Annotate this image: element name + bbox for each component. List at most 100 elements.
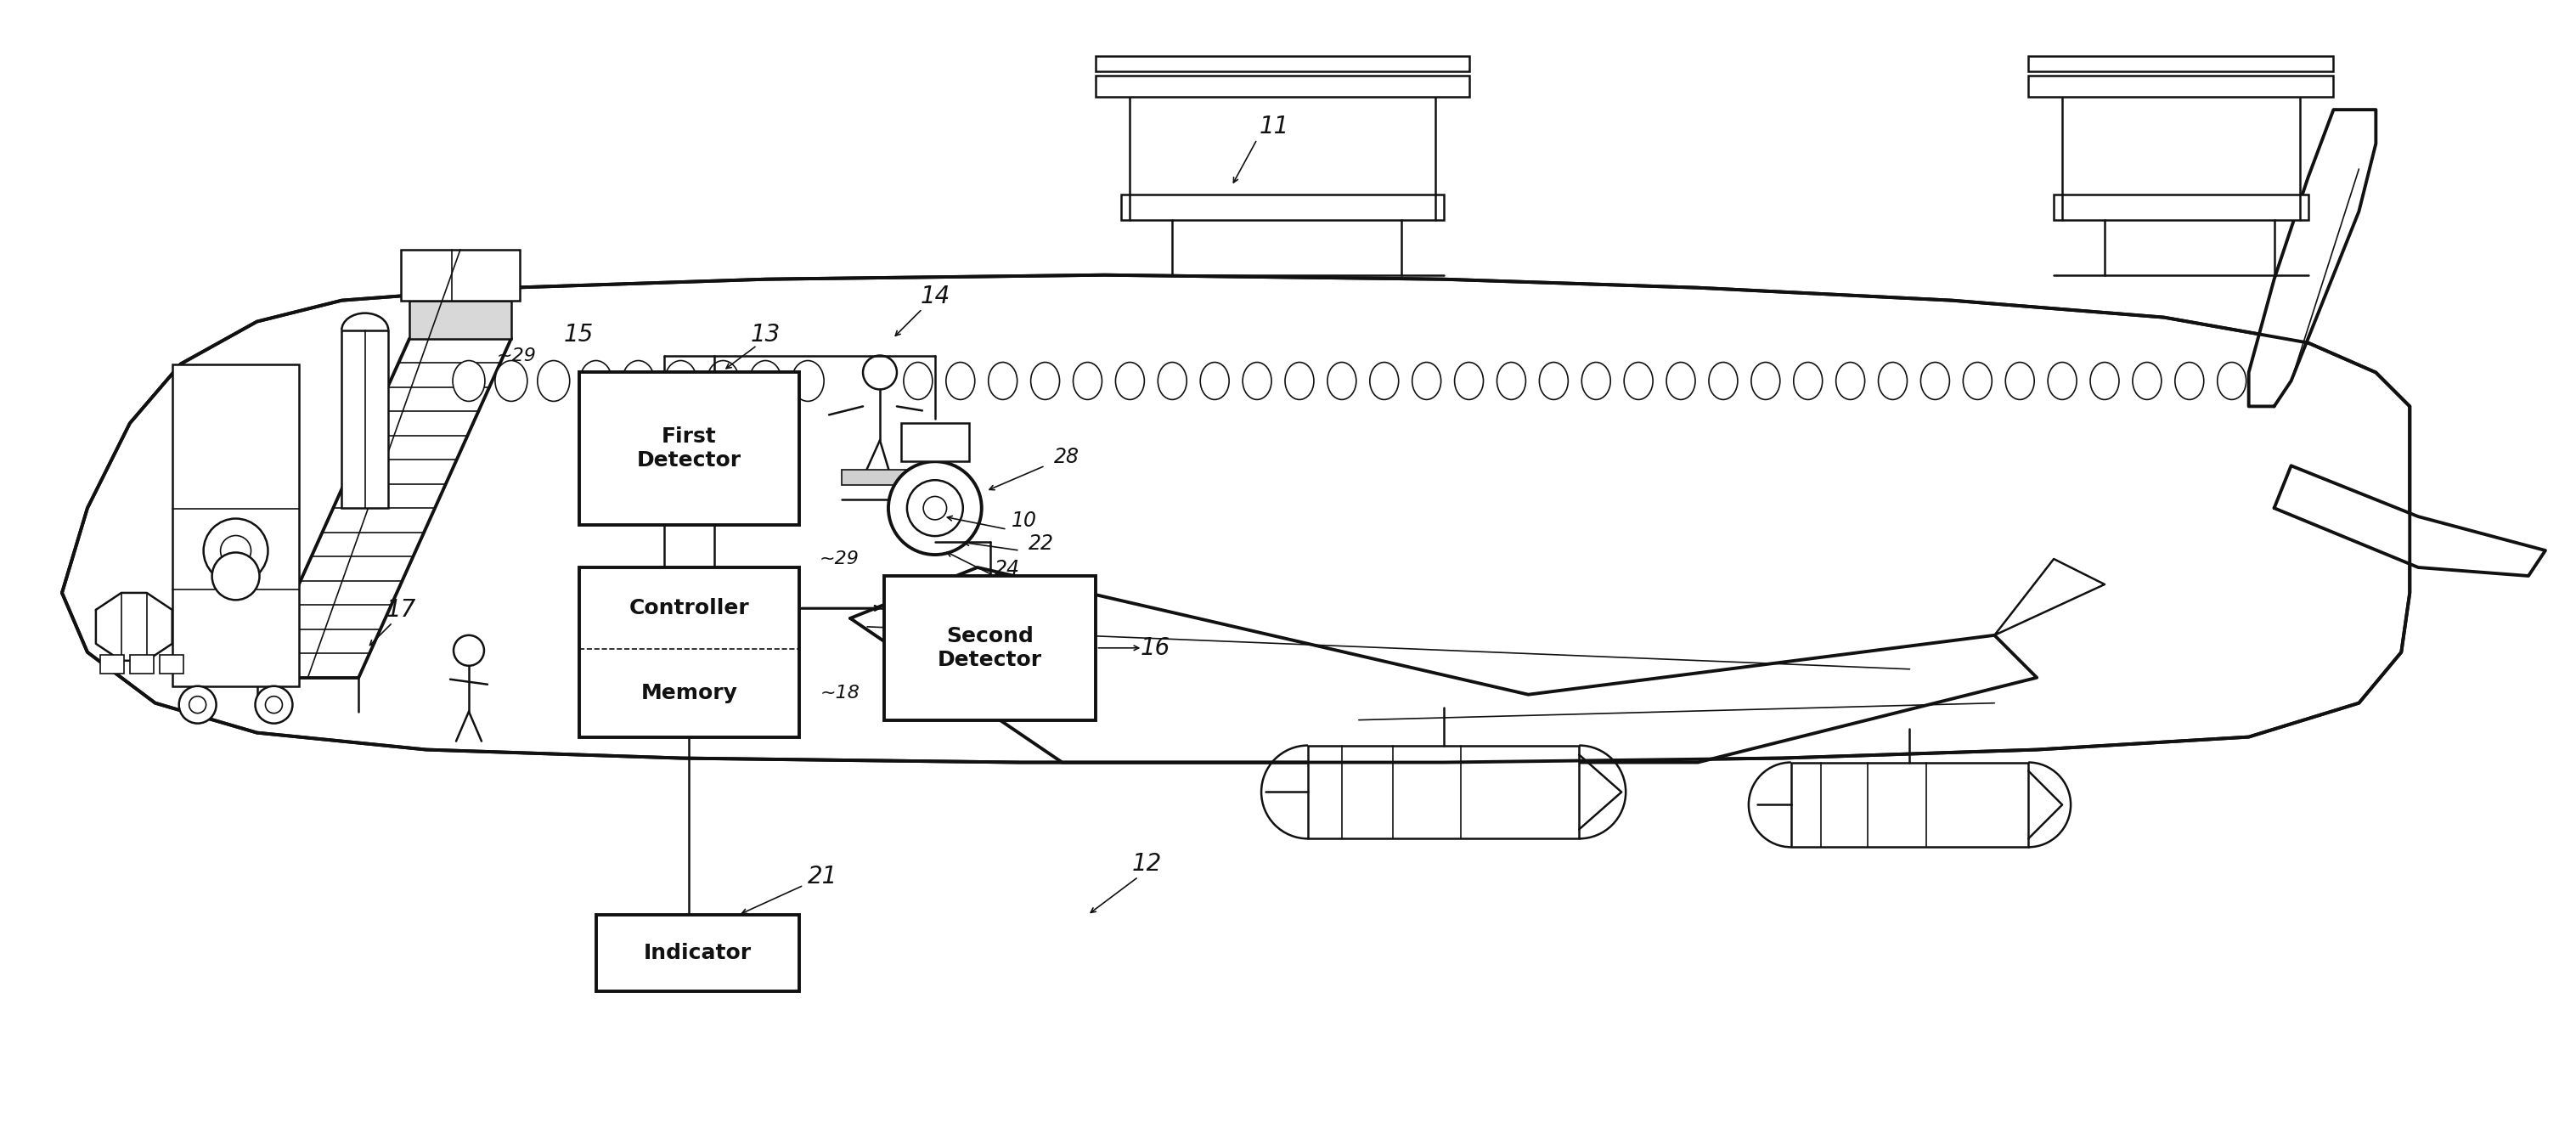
Ellipse shape <box>1200 362 1229 400</box>
Circle shape <box>863 355 896 389</box>
Text: 15: 15 <box>564 323 595 346</box>
Circle shape <box>265 696 283 713</box>
Ellipse shape <box>1623 362 1654 400</box>
Ellipse shape <box>2048 362 2076 400</box>
Ellipse shape <box>1242 362 1273 400</box>
Circle shape <box>222 536 250 566</box>
Ellipse shape <box>989 362 1018 400</box>
Polygon shape <box>95 593 173 661</box>
Bar <box>1790 763 2027 847</box>
Text: 17: 17 <box>386 598 415 622</box>
Text: ~29: ~29 <box>497 347 536 364</box>
Ellipse shape <box>2089 362 2120 400</box>
Ellipse shape <box>1455 362 1484 400</box>
Ellipse shape <box>1878 362 1906 400</box>
Bar <box>2053 195 2308 220</box>
Circle shape <box>178 686 216 724</box>
Text: 12: 12 <box>1131 852 1162 876</box>
Ellipse shape <box>1540 362 1569 400</box>
Ellipse shape <box>1793 362 1821 400</box>
Polygon shape <box>1994 559 2105 635</box>
Bar <box>129 655 155 673</box>
Bar <box>580 372 799 526</box>
Polygon shape <box>2275 466 2545 576</box>
Ellipse shape <box>580 361 613 401</box>
Text: 24: 24 <box>994 559 1020 579</box>
Bar <box>100 655 124 673</box>
Bar <box>1309 745 1579 838</box>
Ellipse shape <box>1667 362 1695 400</box>
Bar <box>902 424 969 461</box>
Bar <box>842 469 917 485</box>
Text: Controller: Controller <box>629 598 750 618</box>
Text: 21: 21 <box>809 864 837 889</box>
Bar <box>1095 56 1468 71</box>
Text: ~29: ~29 <box>819 551 858 568</box>
Ellipse shape <box>2174 362 2205 400</box>
Ellipse shape <box>1030 362 1059 400</box>
Bar <box>402 250 520 300</box>
Bar <box>2027 56 2334 71</box>
Ellipse shape <box>1922 362 1950 400</box>
Circle shape <box>204 519 268 583</box>
Text: 13: 13 <box>750 323 781 346</box>
Ellipse shape <box>538 361 569 401</box>
Ellipse shape <box>665 361 698 401</box>
Polygon shape <box>62 275 2409 763</box>
Ellipse shape <box>1582 362 1610 400</box>
Bar <box>2027 76 2334 97</box>
Polygon shape <box>2249 110 2375 406</box>
Ellipse shape <box>750 361 781 401</box>
Circle shape <box>453 635 484 665</box>
Text: First
Detector: First Detector <box>636 427 742 471</box>
Text: 28: 28 <box>1054 447 1079 467</box>
Bar <box>580 568 799 737</box>
Ellipse shape <box>945 362 974 400</box>
Text: 22: 22 <box>1028 534 1054 554</box>
Circle shape <box>922 497 945 520</box>
Ellipse shape <box>1370 362 1399 400</box>
Ellipse shape <box>2007 362 2035 400</box>
Ellipse shape <box>495 361 528 401</box>
Ellipse shape <box>1285 362 1314 400</box>
Ellipse shape <box>453 361 484 401</box>
Bar <box>595 915 799 992</box>
Text: Indicator: Indicator <box>644 942 752 963</box>
Bar <box>173 364 299 686</box>
Circle shape <box>211 553 260 600</box>
Bar <box>160 655 183 673</box>
Ellipse shape <box>791 361 824 401</box>
Text: Memory: Memory <box>641 682 737 703</box>
Ellipse shape <box>1157 362 1188 400</box>
Bar <box>1121 195 1443 220</box>
Ellipse shape <box>1115 362 1144 400</box>
Bar <box>343 330 389 508</box>
Ellipse shape <box>1412 362 1440 400</box>
Polygon shape <box>850 568 2038 763</box>
Circle shape <box>889 461 981 554</box>
Ellipse shape <box>2218 362 2246 400</box>
Ellipse shape <box>1327 362 1355 400</box>
Text: Second
Detector: Second Detector <box>938 626 1043 670</box>
Ellipse shape <box>1837 362 1865 400</box>
Ellipse shape <box>623 361 654 401</box>
Text: 10: 10 <box>1012 511 1036 531</box>
Text: 14: 14 <box>920 284 951 308</box>
Circle shape <box>188 696 206 713</box>
Ellipse shape <box>706 361 739 401</box>
Bar <box>884 576 1095 720</box>
Ellipse shape <box>904 362 933 400</box>
Ellipse shape <box>1074 362 1103 400</box>
Text: 16: 16 <box>1141 637 1170 660</box>
Bar <box>1095 76 1468 97</box>
Ellipse shape <box>1497 362 1525 400</box>
Ellipse shape <box>1708 362 1739 400</box>
Ellipse shape <box>1752 362 1780 400</box>
Circle shape <box>255 686 294 724</box>
Ellipse shape <box>1963 362 1991 400</box>
Text: ~18: ~18 <box>822 685 860 702</box>
Bar <box>410 300 510 339</box>
Text: 11: 11 <box>1260 115 1288 139</box>
Ellipse shape <box>2133 362 2161 400</box>
Circle shape <box>907 480 963 536</box>
